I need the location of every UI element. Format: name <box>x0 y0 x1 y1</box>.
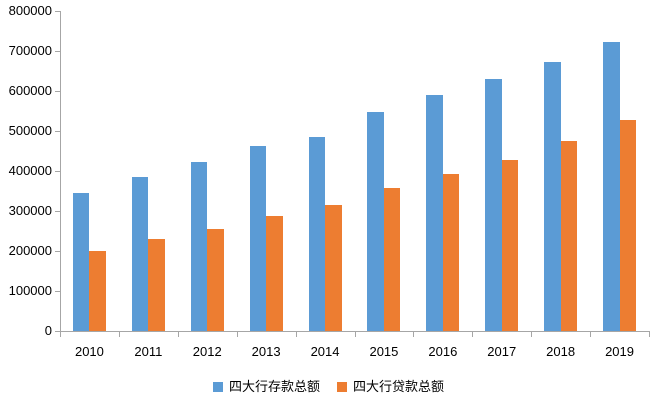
y-axis-tick <box>55 11 60 12</box>
x-axis-tick <box>649 332 650 337</box>
x-axis-tick <box>236 332 238 337</box>
y-axis-tick <box>55 331 60 332</box>
y-axis-tick-label: 100000 <box>8 283 52 298</box>
legend-swatch-loans <box>337 381 347 392</box>
bar-loans-2011 <box>148 239 165 331</box>
x-axis-category-label: 2013 <box>251 344 281 359</box>
bar-deposits-2016 <box>426 95 443 331</box>
legend-swatch-deposits <box>212 381 223 392</box>
y-axis-tick-label: 0 <box>44 323 52 338</box>
legend-item-loans: 四大行贷款总额 <box>337 379 444 394</box>
legend-item-deposits: 四大行存款总额 <box>212 379 320 394</box>
bar-deposits-2015 <box>367 112 384 331</box>
x-axis-tick <box>531 332 533 337</box>
bar-loans-2010 <box>89 250 106 331</box>
bar-deposits-2019 <box>603 42 620 331</box>
bar-loans-2017 <box>501 159 519 331</box>
legend: 四大行存款总额 四大行贷款总额 <box>0 379 657 394</box>
bar-deposits-2012 <box>190 162 208 331</box>
x-axis-tick <box>118 332 120 337</box>
x-axis-category-label: 2012 <box>192 344 222 359</box>
y-axis-tick-label: 300000 <box>8 203 52 218</box>
bar-deposits-2018 <box>544 62 561 331</box>
bar-loans-2013 <box>266 216 283 331</box>
bar-deposits-2017 <box>485 79 502 331</box>
bar-loans-2019 <box>619 119 637 331</box>
y-axis-tick <box>55 171 60 172</box>
x-axis-tick <box>354 332 356 337</box>
x-axis-tick <box>472 332 474 337</box>
y-axis-tick <box>55 51 60 52</box>
x-axis-tick <box>295 332 297 337</box>
x-axis-category-label: 2017 <box>487 344 517 359</box>
bar-loans-2014 <box>325 204 342 331</box>
bar-deposits-2011 <box>131 176 149 331</box>
y-axis-tick <box>55 211 60 212</box>
bar-loans-2016 <box>442 174 460 331</box>
y-axis-tick-label: 600000 <box>8 83 52 98</box>
bar-deposits-2010 <box>72 193 90 331</box>
x-axis-category-label: 2011 <box>134 344 163 359</box>
x-axis-tick <box>413 332 415 337</box>
x-axis-category-label: 2015 <box>369 344 399 359</box>
bar-loans-2012 <box>207 228 224 331</box>
y-axis-tick-label: 500000 <box>8 123 52 138</box>
legend-label-loans: 四大行贷款总额 <box>353 379 445 394</box>
y-axis-tick-label: 200000 <box>8 243 52 258</box>
y-axis-tick <box>55 131 60 132</box>
bar-deposits-2014 <box>308 136 326 331</box>
y-axis-tick-label: 400000 <box>8 163 52 178</box>
bar-deposits-2013 <box>249 145 267 331</box>
x-axis-category-label: 2018 <box>546 344 576 359</box>
x-axis-tick <box>177 332 179 337</box>
y-axis-tick-label: 800000 <box>8 3 52 18</box>
x-axis-category-label: 2010 <box>74 344 104 359</box>
y-axis-tick <box>55 291 60 292</box>
x-axis-category-label: 2016 <box>428 344 458 359</box>
y-axis-line <box>60 11 61 332</box>
y-axis-tick-label: 700000 <box>8 43 52 58</box>
legend-label-deposits: 四大行存款总额 <box>228 379 320 394</box>
x-axis-category-label: 2014 <box>310 344 340 359</box>
x-axis-tick <box>590 332 592 337</box>
y-axis-tick <box>55 91 60 92</box>
y-axis-tick <box>55 251 60 252</box>
bar-loans-2018 <box>560 141 578 331</box>
x-axis-category-label: 2019 <box>605 344 634 359</box>
bar-loans-2015 <box>383 187 401 331</box>
x-axis-line <box>60 331 650 332</box>
x-axis-tick <box>60 332 61 337</box>
